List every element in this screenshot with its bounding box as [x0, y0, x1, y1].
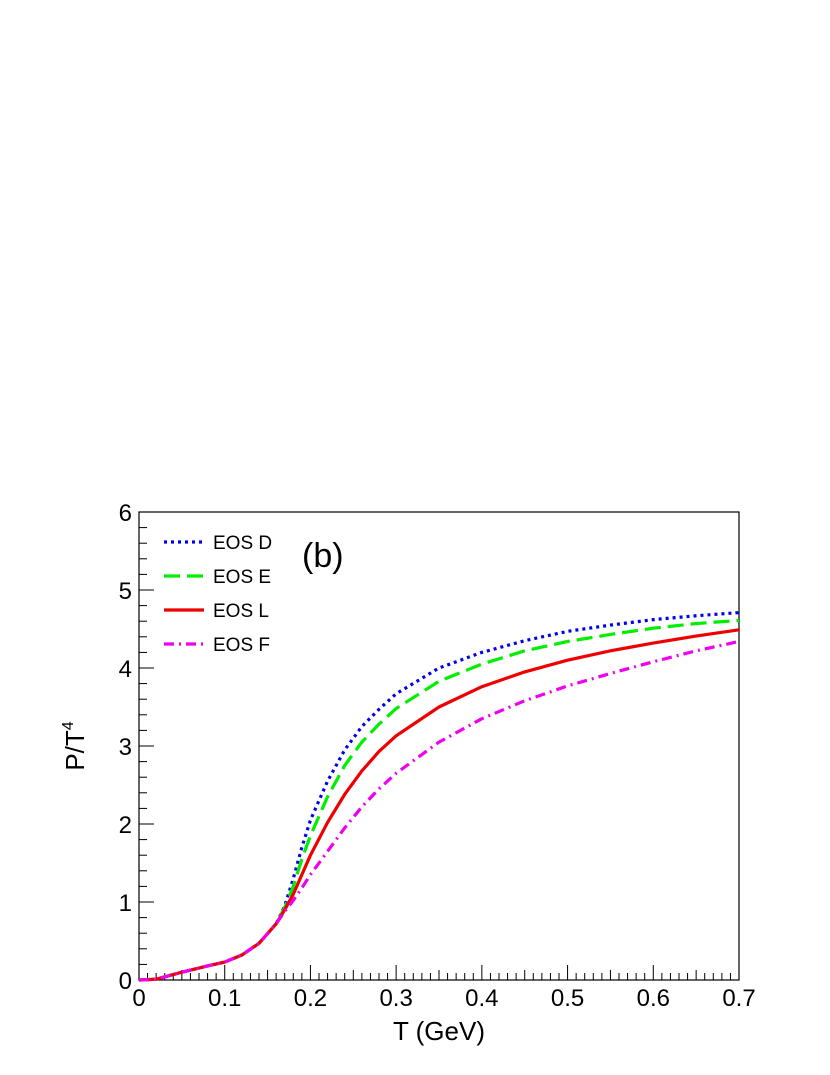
legend-label: EOS E	[213, 567, 271, 588]
series-line-eos-e	[138, 618, 740, 982]
series-line-eos-l	[138, 628, 740, 982]
y-tick-label: 6	[119, 500, 132, 527]
legend-label: EOS L	[213, 601, 269, 622]
y-tick-label: 1	[119, 890, 132, 917]
legend-label: EOS F	[213, 635, 270, 656]
x-tick-label: 0.2	[294, 985, 327, 1012]
x-axis-ticks: 0 0.1 0.2 0.3 0.4 0.5 0.6 0.7	[132, 965, 756, 1012]
x-tick-label: 0.5	[551, 985, 584, 1012]
x-tick-label: 0.1	[208, 985, 241, 1012]
x-tick-label: 0.6	[637, 985, 670, 1012]
y-tick-label: 3	[119, 734, 132, 761]
y-axis-title: P/T4	[60, 721, 90, 770]
legend: EOS D EOS E EOS L EOS F	[164, 533, 272, 656]
x-tick-label: 0.4	[465, 985, 498, 1012]
x-tick-label: 0.7	[722, 985, 755, 1012]
x-tick-label: 0	[132, 985, 145, 1012]
y-axis-title-base: P/T	[60, 730, 90, 771]
panel-annotation: (b)	[302, 537, 344, 575]
x-axis-title: T (GeV)	[393, 1016, 485, 1046]
x-tick-label: 0.3	[379, 985, 412, 1012]
legend-label: EOS D	[213, 533, 272, 554]
y-tick-label: 4	[119, 656, 132, 683]
series-line-eos-d	[138, 611, 740, 982]
y-tick-label: 2	[119, 812, 132, 839]
y-axis-ticks: 0 1 2 3 4 5 6	[119, 500, 154, 995]
series-layer	[138, 611, 740, 982]
y-tick-label: 5	[119, 578, 132, 605]
y-tick-label: 0	[119, 968, 132, 995]
y-axis-title-superscript: 4	[60, 721, 77, 730]
series-line-eos-f	[138, 639, 740, 982]
